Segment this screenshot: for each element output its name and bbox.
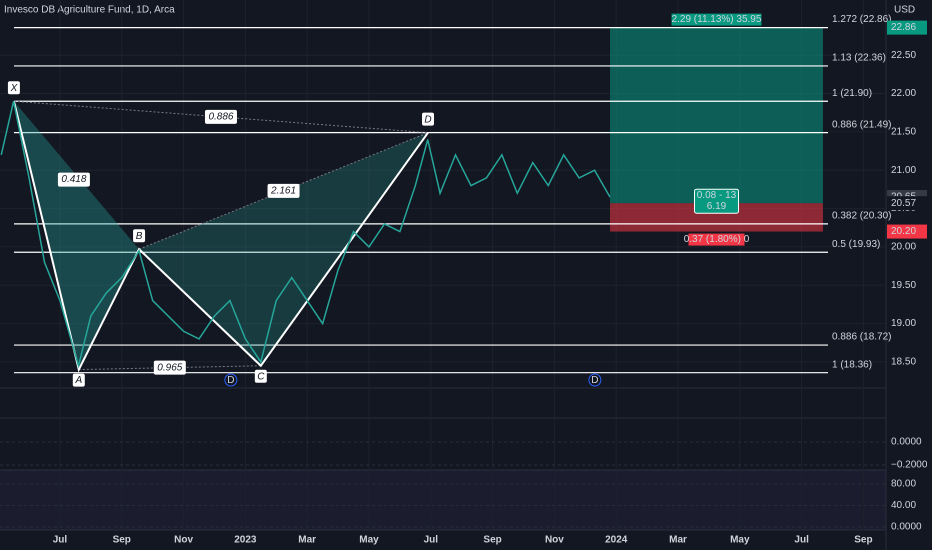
y-tick-label: 19.00 <box>891 318 916 329</box>
y-tick-label: 40.00 <box>891 500 916 511</box>
mid-tag <box>693 188 739 214</box>
mid-label: 6.19 <box>707 201 727 212</box>
fib-label: 0.5 (19.93) <box>832 239 880 250</box>
fib-label: 0.886 (18.72) <box>832 332 892 343</box>
point-label: B <box>136 231 143 242</box>
y-tick-label: 20.00 <box>891 242 916 253</box>
x-tick-label: Nov <box>174 535 193 546</box>
pattern-fill <box>13 101 140 370</box>
price-badge-label: 20.57 <box>891 198 916 209</box>
point-badge <box>133 229 146 243</box>
target-tag <box>671 13 762 26</box>
y-tick-label: 21.00 <box>891 165 916 176</box>
event-marker <box>588 373 602 387</box>
x-tick-label: Nov <box>545 535 564 546</box>
stop-tag <box>688 233 745 246</box>
point-badge <box>7 81 20 95</box>
fib-label: 0.382 (20.30) <box>832 211 892 222</box>
x-tick-label: 2023 <box>234 535 257 546</box>
y-tick-label: −0.2000 <box>891 460 928 471</box>
x-tick-label: Mar <box>298 535 316 546</box>
price-badge <box>887 20 927 35</box>
pattern-diagonal <box>13 100 429 134</box>
ratio-label: 0.886 <box>208 112 233 123</box>
price-line <box>0 101 611 369</box>
point-label: A <box>74 375 82 386</box>
event-marker <box>224 373 238 387</box>
point-badge <box>254 369 267 383</box>
price-badge-label: 20.20 <box>891 226 916 237</box>
target-label: 2.29 (11.13%) 35.95 <box>672 14 762 25</box>
x-tick-label: May <box>359 535 379 546</box>
point-label: C <box>257 371 265 382</box>
fib-label: 1.272 (22.86) <box>832 14 892 25</box>
y-tick-label: 18.50 <box>891 357 916 368</box>
y-tick-label: 0.0000 <box>891 437 922 448</box>
y-tick-label: 22.00 <box>891 88 916 99</box>
chart-title: Invesco DB Agriculture Fund, 1D, Arca <box>4 5 175 16</box>
y-tick-label: 19.50 <box>891 280 916 291</box>
y-tick-label: 80.00 <box>891 479 916 490</box>
x-tick-label: Sep <box>483 535 501 546</box>
stop-label: 0.37 (1.80%) 0 <box>684 234 750 245</box>
fib-label: 1 (18.36) <box>832 359 872 370</box>
point-label: X <box>10 83 18 94</box>
ratio-box <box>204 109 237 124</box>
pattern-fill <box>139 132 429 366</box>
currency: USD <box>894 5 915 16</box>
ratio-box <box>57 172 90 187</box>
target-zone <box>610 27 823 204</box>
y-tick-label: 22.50 <box>891 50 916 61</box>
y-tick-label: 0.0000 <box>891 522 922 533</box>
x-tick-label: Jul <box>794 535 809 546</box>
y-tick-label: 21.50 <box>891 127 916 138</box>
point-label: D <box>424 114 431 125</box>
point-badge <box>72 373 85 387</box>
price-badge <box>887 224 927 239</box>
event-label: D <box>591 375 598 386</box>
x-tick-label: Sep <box>854 535 872 546</box>
x-tick-label: Jul <box>424 535 439 546</box>
event-label: D <box>227 375 234 386</box>
fib-label: 1 (21.90) <box>832 88 872 99</box>
pattern-leg <box>12 100 429 373</box>
fib-label: 0.886 (21.49) <box>832 119 892 130</box>
x-tick-label: Jul <box>53 535 68 546</box>
mid-label: 0.08 - 13 <box>697 190 737 201</box>
currency-box <box>888 3 928 17</box>
x-tick-label: 2024 <box>605 535 628 546</box>
ratio-label: 0.965 <box>157 362 182 373</box>
point-badge <box>422 112 435 126</box>
ratio-box <box>153 360 186 375</box>
x-tick-label: Mar <box>669 535 687 546</box>
price-badge <box>887 196 927 211</box>
ratio-box <box>267 183 300 198</box>
rsi-band <box>0 470 886 530</box>
ratio-label: 2.161 <box>270 186 296 197</box>
fib-label: 1.13 (22.36) <box>832 53 886 64</box>
price-badge-label: 22.86 <box>891 22 916 33</box>
ratio-label: 0.418 <box>61 174 86 185</box>
x-tick-label: Sep <box>113 535 131 546</box>
x-tick-label: May <box>730 535 750 546</box>
